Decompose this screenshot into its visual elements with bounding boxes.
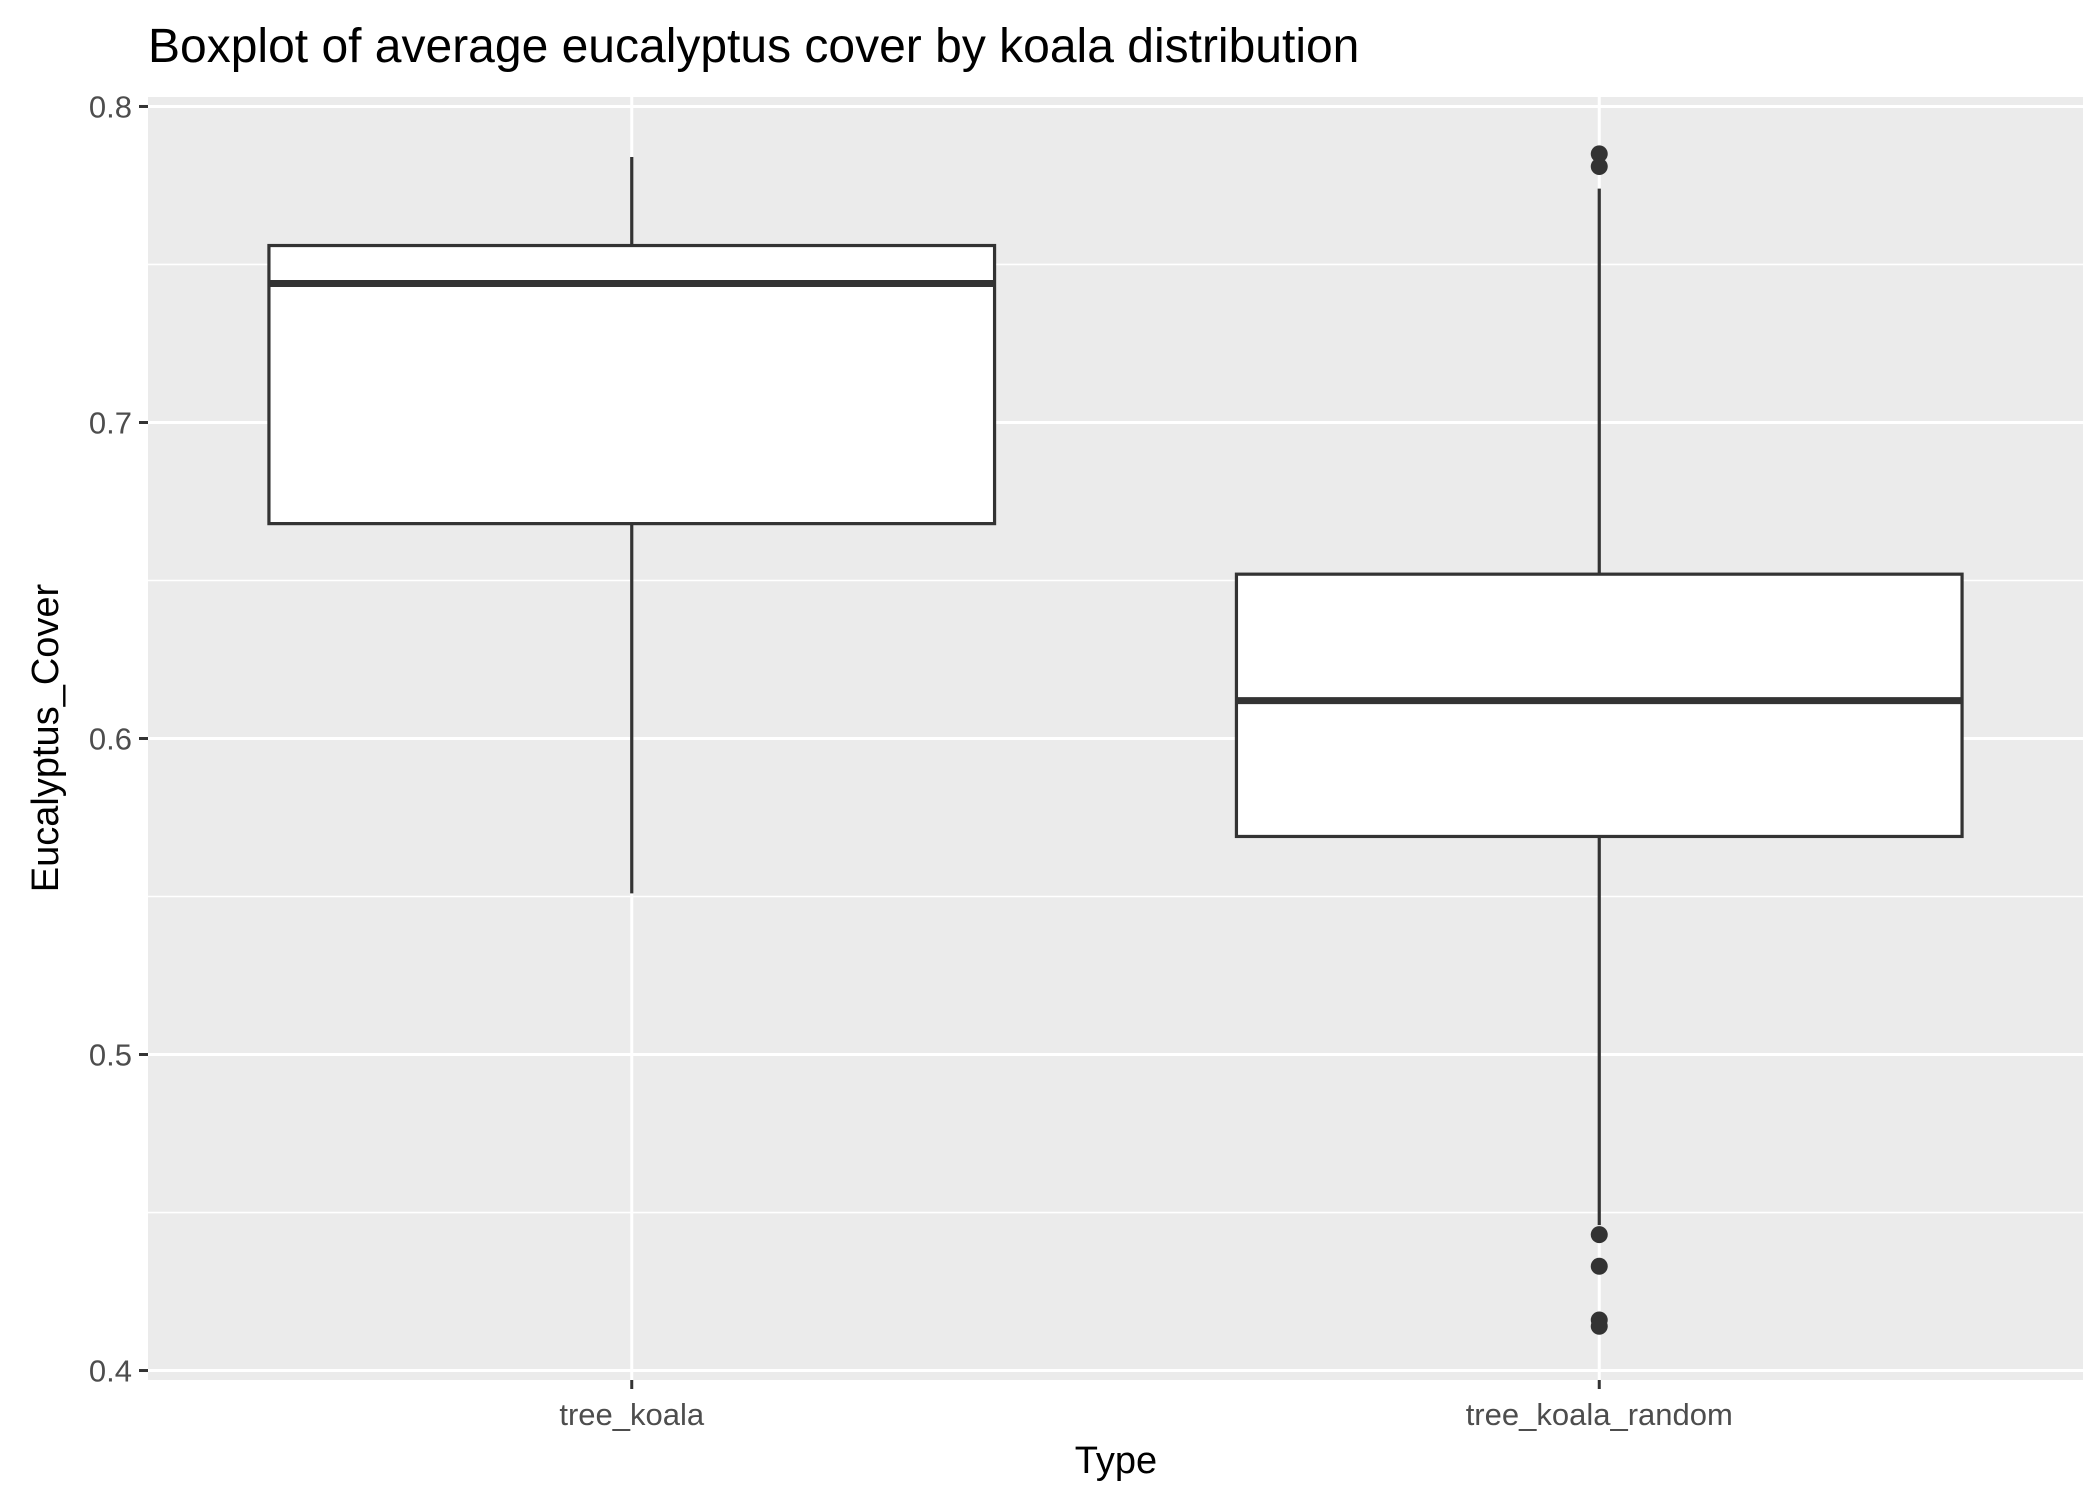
y-tick-label: 0.7	[89, 405, 132, 440]
outlier-point	[1590, 1257, 1608, 1275]
chart-title: Boxplot of average eucalyptus cover by k…	[148, 20, 1359, 73]
x-tick-label: tree_koala_random	[1466, 1397, 1733, 1432]
outlier-point	[1590, 145, 1608, 163]
x-tick-label: tree_koala	[559, 1397, 705, 1432]
boxplot-marks	[267, 145, 1964, 1335]
box-tree_koala	[267, 157, 997, 894]
box-tree_koala_random	[1234, 145, 1964, 1335]
y-axis: 0.4 0.5 0.6 0.7 0.8	[89, 89, 148, 1389]
y-tick-label: 0.4	[89, 1354, 132, 1389]
y-tick-label: 0.6	[89, 722, 132, 757]
outlier-point	[1590, 158, 1608, 176]
x-axis: tree_koala tree_koala_random	[559, 1380, 1733, 1432]
x-axis-title: Type	[1075, 1440, 1157, 1482]
outlier-point	[1590, 1317, 1608, 1335]
y-tick-label: 0.5	[89, 1038, 132, 1073]
box-iqr	[1234, 572, 1964, 839]
y-axis-title: Eucalyptus_Cover	[25, 583, 67, 892]
outlier-point	[1590, 1226, 1608, 1244]
box-iqr	[267, 243, 997, 526]
y-tick-label: 0.8	[89, 89, 132, 124]
